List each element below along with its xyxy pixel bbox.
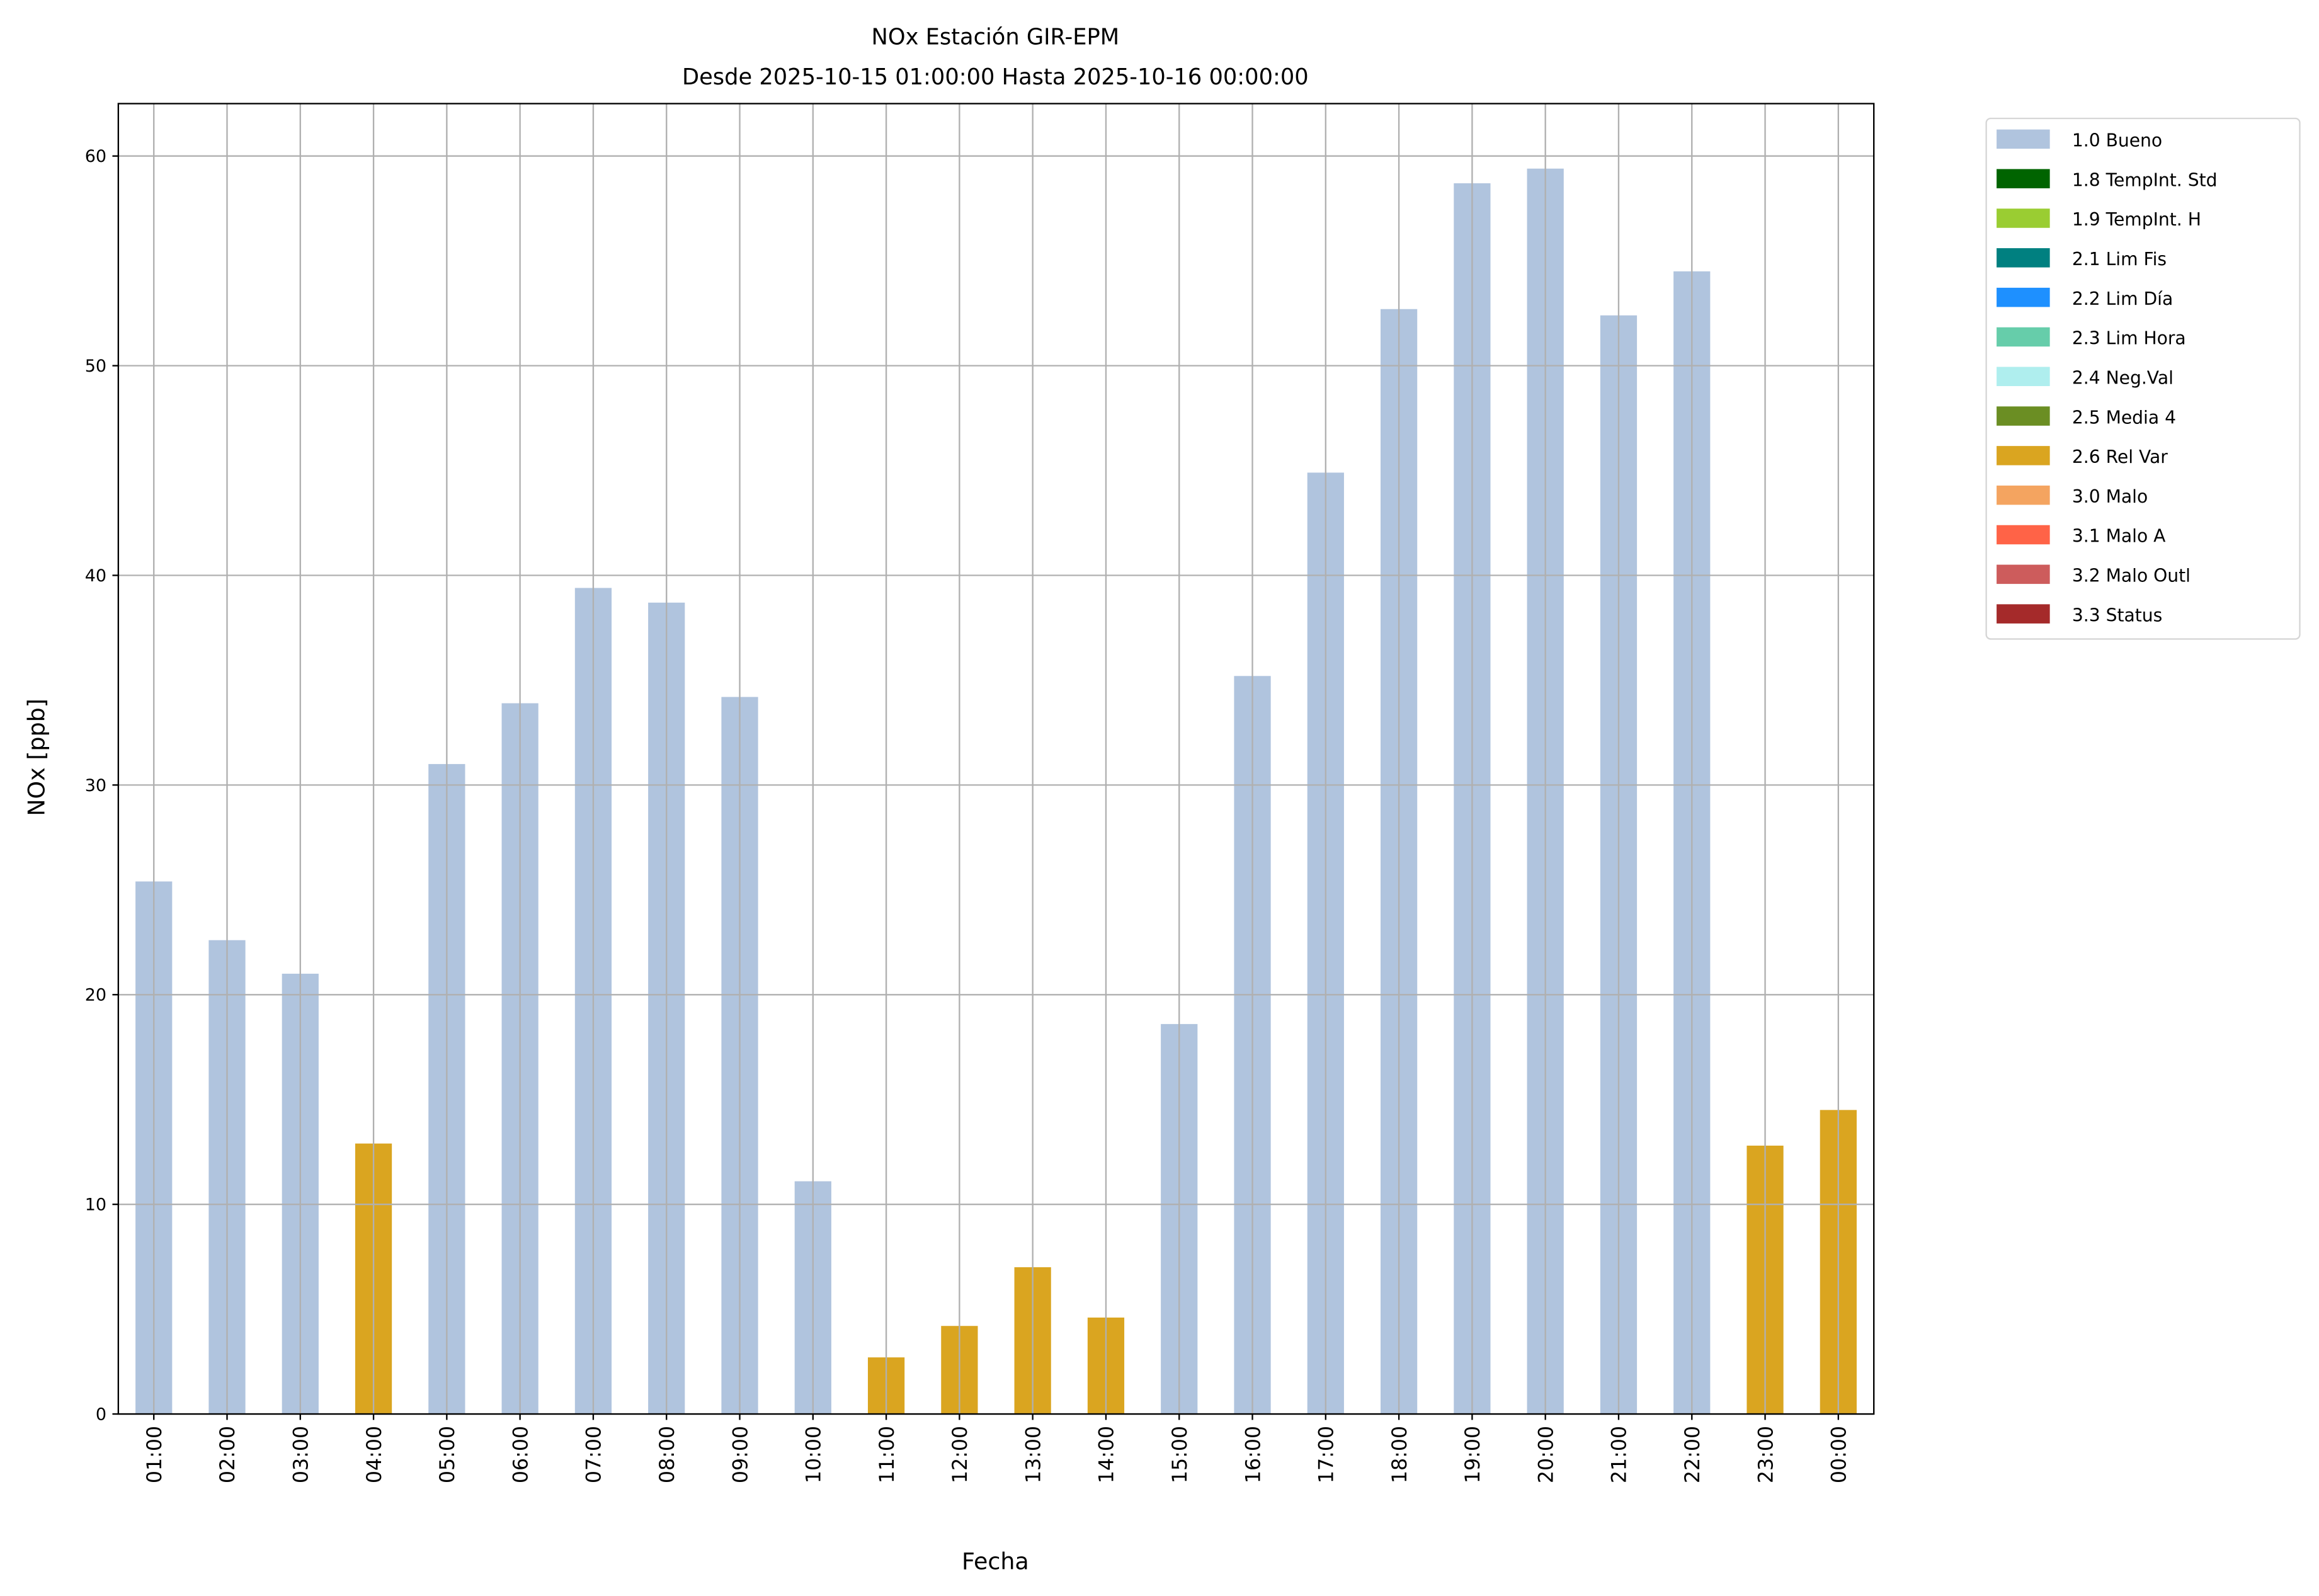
legend-swatch xyxy=(1997,129,2050,149)
legend-swatch xyxy=(1997,367,2050,387)
x-tick-label: 00:00 xyxy=(1828,1426,1851,1483)
x-tick-label: 10:00 xyxy=(803,1426,826,1483)
legend-item: 3.1 Malo A xyxy=(1997,525,2166,547)
legend-item: 2.5 Media 4 xyxy=(1997,406,2176,428)
legend-item: 1.0 Bueno xyxy=(1997,129,2162,151)
legend-label: 1.8 TempInt. Std xyxy=(2072,169,2218,190)
legend-item: 2.2 Lim Día xyxy=(1997,287,2173,309)
plot-frame xyxy=(117,103,1875,1415)
legend-item: 2.6 Rel Var xyxy=(1997,446,2168,467)
x-tick-label: 09:00 xyxy=(729,1426,752,1483)
legend-swatch xyxy=(1997,169,2050,188)
x-tick-label: 07:00 xyxy=(583,1426,606,1483)
legend-swatch xyxy=(1997,287,2050,307)
x-tick-label: 06:00 xyxy=(510,1426,532,1483)
legend-label: 3.1 Malo A xyxy=(2072,526,2166,547)
legend-swatch xyxy=(1997,327,2050,347)
y-tick-label: 20 xyxy=(85,986,106,1005)
legend-item: 3.2 Malo Outl xyxy=(1997,564,2191,586)
x-tick-label: 03:00 xyxy=(290,1426,313,1483)
x-tick-label: 01:00 xyxy=(144,1426,166,1483)
legend-frame xyxy=(1985,117,2301,640)
legend-item: 1.9 TempInt. H xyxy=(1997,208,2201,230)
x-tick-label: 17:00 xyxy=(1316,1426,1338,1483)
x-tick-label: 16:00 xyxy=(1242,1426,1265,1483)
y-tick-label: 60 xyxy=(85,147,106,166)
legend-swatch xyxy=(1997,485,2050,505)
legend-label: 2.6 Rel Var xyxy=(2072,447,2168,467)
chart-title: NOx Estación GIR-EPM xyxy=(872,25,1120,50)
legend-item: 3.0 Malo xyxy=(1997,485,2148,507)
legend-item: 1.8 TempInt. Std xyxy=(1997,169,2217,190)
legend-item: 2.3 Lim Hora xyxy=(1997,327,2186,349)
x-tick-label: 02:00 xyxy=(217,1426,239,1483)
legend-label: 2.2 Lim Día xyxy=(2072,288,2173,309)
legend-label: 2.4 Neg.Val xyxy=(2072,368,2174,389)
legend-label: 1.0 Bueno xyxy=(2072,130,2162,151)
x-axis-label: Fecha xyxy=(962,1548,1029,1575)
legend-swatch xyxy=(1997,604,2050,624)
x-tick-label: 21:00 xyxy=(1609,1426,1631,1483)
chart-subtitle: Desde 2025-10-15 01:00:00 Hasta 2025-10-… xyxy=(682,64,1309,90)
y-tick-label: 50 xyxy=(85,356,106,376)
x-tick-label: 14:00 xyxy=(1096,1426,1119,1483)
legend-label: 1.9 TempInt. H xyxy=(2072,209,2201,230)
legend-item: 3.3 Status xyxy=(1997,604,2162,625)
y-axis-label: NOx [ppb] xyxy=(23,698,50,816)
legend-label: 3.2 Malo Outl xyxy=(2072,566,2191,586)
legend: 1.0 Bueno 1.8 TempInt. Std 1.9 TempInt. H 2… xyxy=(1985,117,2301,640)
y-tick-label: 0 xyxy=(96,1405,106,1424)
x-tick-label: 11:00 xyxy=(876,1426,899,1483)
legend-item: 2.4 Neg.Val xyxy=(1997,367,2174,389)
legend-label: 2.3 Lim Hora xyxy=(2072,328,2186,349)
y-tick-label: 40 xyxy=(85,566,106,586)
x-tick-label: 05:00 xyxy=(436,1426,459,1483)
x-tick-label: 13:00 xyxy=(1022,1426,1045,1483)
x-tick-label: 15:00 xyxy=(1169,1426,1192,1483)
x-tick-label: 20:00 xyxy=(1535,1426,1558,1483)
legend-swatch xyxy=(1997,406,2050,426)
x-tick-label: 08:00 xyxy=(656,1426,679,1483)
x-tick-label: 19:00 xyxy=(1462,1426,1484,1483)
legend-swatch xyxy=(1997,525,2050,545)
x-tick-label: 04:00 xyxy=(363,1426,386,1483)
x-tick-label: 22:00 xyxy=(1682,1426,1704,1483)
y-tick-label: 30 xyxy=(85,776,106,795)
legend-swatch xyxy=(1997,208,2050,228)
y-tick-label: 10 xyxy=(85,1195,106,1215)
legend-label: 3.0 Malo xyxy=(2072,486,2148,507)
legend-swatch xyxy=(1997,446,2050,465)
legend-swatch xyxy=(1997,564,2050,584)
x-tick-label: 23:00 xyxy=(1755,1426,1777,1483)
x-tick-label: 12:00 xyxy=(949,1426,972,1483)
legend-swatch xyxy=(1997,248,2050,268)
legend-label: 2.1 Lim Fis xyxy=(2072,249,2167,270)
legend-label: 3.3 Status xyxy=(2072,605,2162,625)
legend-item: 2.1 Lim Fis xyxy=(1997,248,2167,270)
x-tick-label: 18:00 xyxy=(1389,1426,1411,1483)
legend-label: 2.5 Media 4 xyxy=(2072,407,2176,428)
